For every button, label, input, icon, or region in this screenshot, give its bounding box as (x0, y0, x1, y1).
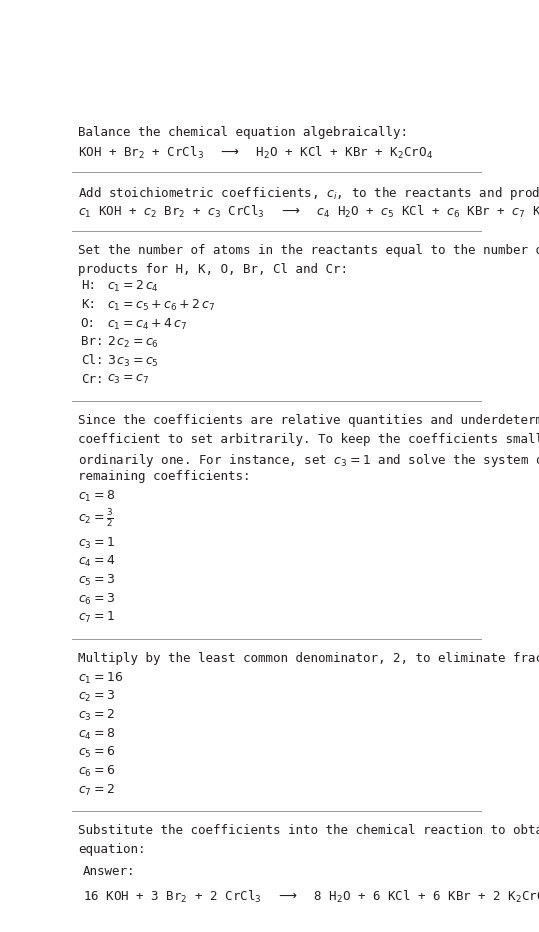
Text: $c_3 = 1$: $c_3 = 1$ (78, 536, 115, 551)
FancyBboxPatch shape (72, 852, 480, 932)
Text: $c_6 = 3$: $c_6 = 3$ (78, 592, 115, 607)
Text: $c_1$ KOH + $c_2$ Br$_2$ + $c_3$ CrCl$_3$  $\longrightarrow$  $c_4$ H$_2$O + $c_: $c_1$ KOH + $c_2$ Br$_2$ + $c_3$ CrCl$_3… (78, 204, 539, 220)
Text: $c_1 = 2\,c_4$: $c_1 = 2\,c_4$ (107, 280, 159, 295)
Text: Br:: Br: (81, 336, 103, 349)
Text: Since the coefficients are relative quantities and underdetermined, choose a: Since the coefficients are relative quan… (78, 414, 539, 427)
Text: Cl:: Cl: (81, 354, 103, 367)
Text: $c_2 = 3$: $c_2 = 3$ (78, 689, 115, 705)
Text: $c_3 = c_7$: $c_3 = c_7$ (107, 373, 149, 386)
Text: H:: H: (81, 280, 96, 293)
Text: $c_2 = \frac{3}{2}$: $c_2 = \frac{3}{2}$ (78, 508, 114, 529)
Text: equation:: equation: (78, 843, 146, 856)
Text: O:: O: (81, 317, 96, 330)
Text: products for H, K, O, Br, Cl and Cr:: products for H, K, O, Br, Cl and Cr: (78, 263, 348, 276)
Text: $c_5 = 3$: $c_5 = 3$ (78, 573, 115, 588)
Text: Add stoichiometric coefficients, $c_i$, to the reactants and products:: Add stoichiometric coefficients, $c_i$, … (78, 185, 539, 202)
Text: Multiply by the least common denominator, 2, to eliminate fractional coefficient: Multiply by the least common denominator… (78, 651, 539, 665)
Text: Cr:: Cr: (81, 373, 103, 386)
Text: remaining coefficients:: remaining coefficients: (78, 471, 250, 483)
Text: Substitute the coefficients into the chemical reaction to obtain the balanced: Substitute the coefficients into the che… (78, 824, 539, 837)
Text: $3\,c_3 = c_5$: $3\,c_3 = c_5$ (107, 354, 159, 369)
Text: KOH + Br$_2$ + CrCl$_3$  $\longrightarrow$  H$_2$O + KCl + KBr + K$_2$CrO$_4$: KOH + Br$_2$ + CrCl$_3$ $\longrightarrow… (78, 144, 433, 161)
Text: $c_5 = 6$: $c_5 = 6$ (78, 745, 115, 761)
Text: K:: K: (81, 298, 96, 311)
Text: $c_4 = 4$: $c_4 = 4$ (78, 555, 115, 569)
Text: Answer:: Answer: (83, 865, 136, 878)
Text: $c_1 = c_5 + c_6 + 2\,c_7$: $c_1 = c_5 + c_6 + 2\,c_7$ (107, 298, 215, 313)
Text: $c_1 = 8$: $c_1 = 8$ (78, 489, 115, 504)
Text: $c_7 = 1$: $c_7 = 1$ (78, 610, 115, 625)
Text: $c_6 = 6$: $c_6 = 6$ (78, 763, 115, 779)
Text: $c_4 = 8$: $c_4 = 8$ (78, 726, 115, 742)
Text: 16 KOH + 3 Br$_2$ + 2 CrCl$_3$  $\longrightarrow$  8 H$_2$O + 6 KCl + 6 KBr + 2 : 16 KOH + 3 Br$_2$ + 2 CrCl$_3$ $\longrig… (83, 889, 539, 905)
Text: Set the number of atoms in the reactants equal to the number of atoms in the: Set the number of atoms in the reactants… (78, 244, 539, 257)
Text: $c_3 = 2$: $c_3 = 2$ (78, 707, 115, 723)
Text: Balance the chemical equation algebraically:: Balance the chemical equation algebraica… (78, 126, 408, 139)
Text: coefficient to set arbitrarily. To keep the coefficients small, the arbitrary va: coefficient to set arbitrarily. To keep … (78, 432, 539, 445)
Text: ordinarily one. For instance, set $c_3 = 1$ and solve the system of equations fo: ordinarily one. For instance, set $c_3 =… (78, 452, 539, 469)
Text: $c_1 = c_4 + 4\,c_7$: $c_1 = c_4 + 4\,c_7$ (107, 317, 187, 332)
Text: $2\,c_2 = c_6$: $2\,c_2 = c_6$ (107, 336, 159, 350)
Text: $c_7 = 2$: $c_7 = 2$ (78, 782, 115, 798)
Text: $c_1 = 16$: $c_1 = 16$ (78, 670, 123, 686)
